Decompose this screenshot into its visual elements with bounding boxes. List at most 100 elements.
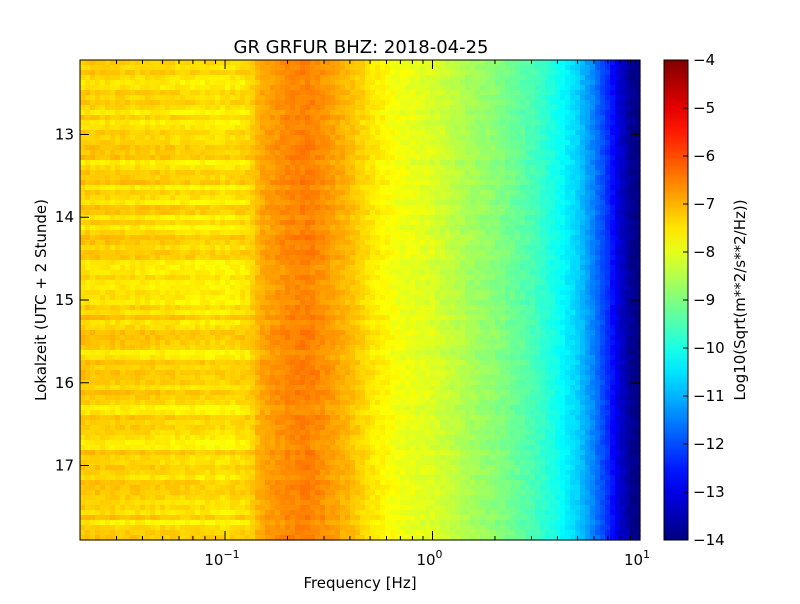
heatmap-cell: [100, 155, 106, 161]
heatmap-cell: [335, 160, 341, 166]
heatmap-cell: [510, 75, 516, 81]
heatmap-cell: [550, 70, 556, 76]
heatmap-cell: [125, 275, 131, 281]
heatmap-cell: [245, 265, 251, 271]
heatmap-cell: [565, 215, 571, 221]
heatmap-cell: [460, 210, 466, 216]
heatmap-cell: [190, 95, 196, 101]
heatmap-cell: [110, 275, 116, 281]
heatmap-cell: [105, 70, 111, 76]
heatmap-cell: [590, 190, 596, 196]
heatmap-cell: [585, 170, 591, 176]
heatmap-cell: [295, 145, 301, 151]
heatmap-cell: [105, 105, 111, 111]
heatmap-cell: [185, 90, 191, 96]
heatmap-cell: [120, 235, 126, 241]
heatmap-cell: [400, 145, 406, 151]
heatmap-cell: [320, 130, 326, 136]
heatmap-cell: [220, 170, 226, 176]
heatmap-cell: [220, 100, 226, 106]
heatmap-cell: [430, 140, 436, 146]
heatmap-cell: [420, 255, 426, 261]
heatmap-cell: [440, 185, 446, 191]
heatmap-cell: [465, 225, 471, 231]
heatmap-cell: [605, 100, 611, 106]
heatmap-cell: [105, 115, 111, 121]
heatmap-cell: [580, 115, 586, 121]
heatmap-cell: [390, 200, 396, 206]
heatmap-cell: [160, 280, 166, 286]
heatmap-cell: [490, 75, 496, 81]
heatmap-cell: [245, 280, 251, 286]
heatmap-cell: [470, 190, 476, 196]
heatmap-cell: [420, 130, 426, 136]
heatmap-cell: [220, 80, 226, 86]
heatmap-cell: [515, 85, 521, 91]
heatmap-cell: [125, 250, 131, 256]
heatmap-cell: [485, 195, 491, 201]
heatmap-cell: [315, 185, 321, 191]
heatmap-cell: [360, 105, 366, 111]
heatmap-cell: [350, 150, 356, 156]
heatmap-cell: [525, 175, 531, 181]
heatmap-cell: [550, 200, 556, 206]
heatmap-cell: [340, 225, 346, 231]
heatmap-cell: [455, 245, 461, 251]
heatmap-cell: [310, 150, 316, 156]
heatmap-cell: [90, 85, 96, 91]
heatmap-cell: [135, 135, 141, 141]
heatmap-cell: [285, 95, 291, 101]
heatmap-cell: [425, 95, 431, 101]
heatmap-cell: [420, 200, 426, 206]
heatmap-cell: [485, 185, 491, 191]
heatmap-cell: [125, 240, 131, 246]
heatmap-cell: [385, 215, 391, 221]
heatmap-cell: [245, 125, 251, 131]
heatmap-cell: [390, 265, 396, 271]
heatmap-cell: [610, 90, 616, 96]
heatmap-cell: [420, 230, 426, 236]
heatmap-cell: [495, 90, 501, 96]
heatmap-cell: [380, 60, 386, 66]
heatmap-cell: [535, 200, 541, 206]
heatmap-cell: [375, 175, 381, 181]
heatmap-cell: [290, 280, 296, 286]
heatmap-cell: [460, 175, 466, 181]
heatmap-cell: [385, 270, 391, 276]
heatmap-cell: [400, 235, 406, 241]
heatmap-cell: [550, 240, 556, 246]
heatmap-cell: [295, 270, 301, 276]
heatmap-cell: [270, 125, 276, 131]
heatmap-cell: [285, 220, 291, 226]
heatmap-cell: [500, 85, 506, 91]
heatmap-cell: [95, 150, 101, 156]
heatmap-cell: [625, 235, 631, 241]
heatmap-cell: [120, 260, 126, 266]
heatmap-cell: [435, 265, 441, 271]
heatmap-cell: [580, 140, 586, 146]
heatmap-cell: [460, 235, 466, 241]
heatmap-cell: [110, 90, 116, 96]
heatmap-cell: [160, 185, 166, 191]
heatmap-cell: [445, 230, 451, 236]
heatmap-cell: [275, 85, 281, 91]
heatmap-cell: [410, 170, 416, 176]
heatmap-cell: [460, 265, 466, 271]
heatmap-cell: [110, 60, 116, 66]
heatmap-cell: [445, 175, 451, 181]
heatmap-cell: [570, 130, 576, 136]
heatmap-cell: [490, 205, 496, 211]
heatmap-cell: [590, 145, 596, 151]
heatmap-cell: [445, 250, 451, 256]
heatmap-cell: [445, 155, 451, 161]
heatmap-cell: [605, 245, 611, 251]
heatmap-cell: [350, 255, 356, 261]
heatmap-cell: [310, 110, 316, 116]
heatmap-cell: [325, 230, 331, 236]
heatmap-cell: [620, 90, 626, 96]
heatmap-cell: [160, 195, 166, 201]
heatmap-cell: [330, 130, 336, 136]
heatmap-cell: [185, 150, 191, 156]
heatmap-cell: [155, 235, 161, 241]
heatmap-cell: [215, 80, 221, 86]
